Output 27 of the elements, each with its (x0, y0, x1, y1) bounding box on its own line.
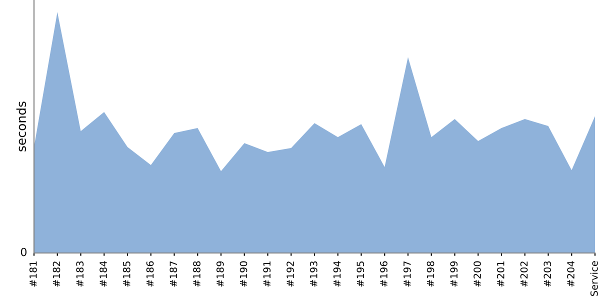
x-tick-label: #201 (496, 262, 504, 287)
x-tick-label: #193 (310, 261, 318, 287)
text: 0 (20, 248, 27, 256)
x-tick-label: #192 (286, 262, 294, 287)
x-tick-label: #197 (403, 261, 411, 287)
x-tick-label: #204 (567, 261, 574, 287)
x-tick-label: #190 (240, 261, 248, 287)
x-tick-label: #196 (380, 261, 388, 287)
x-tick-label: #183 (76, 261, 84, 287)
x-tick-label: #200 (474, 261, 481, 287)
x-tick-label: #182 (52, 262, 60, 287)
x-tick-label: #185 (122, 261, 130, 287)
x-tick-label: #203 (544, 261, 552, 287)
x-tick-label: Service (590, 261, 598, 296)
x-tick-label: #194 (333, 261, 341, 287)
x-tick-label: #189 (216, 261, 224, 287)
x-tick-label: #184 (100, 261, 107, 287)
x-tick-label: #195 (356, 261, 364, 287)
x-tick-label: #202 (520, 262, 528, 287)
x-tick-label: #181 (29, 262, 37, 287)
x-tick-label: #188 (193, 261, 200, 287)
x-tick-label: #191 (263, 262, 271, 287)
x-tick-label: #186 (146, 261, 154, 287)
y-axis-title: seconds (16, 102, 26, 152)
x-tick-label: #199 (450, 261, 458, 287)
x-tick-label: #187 (170, 261, 178, 287)
x-tick-label: #198 (426, 261, 434, 287)
